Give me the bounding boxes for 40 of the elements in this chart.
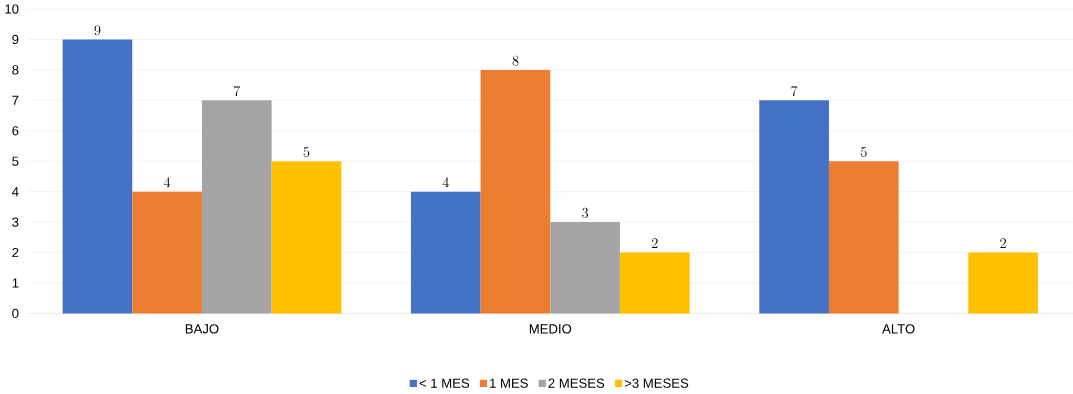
y-tick-label: 10 <box>5 4 19 14</box>
legend-label: 1 MES <box>490 378 528 388</box>
y-tick-label: 3 <box>12 217 19 227</box>
legend-label: >3 MESES <box>624 378 689 388</box>
y-tick-label: 1 <box>12 278 19 288</box>
bar <box>550 222 620 314</box>
x-tick-label: MEDIO <box>529 324 572 334</box>
y-tick-label: 4 <box>12 187 19 197</box>
y-tick-label: 8 <box>12 65 19 75</box>
bar <box>410 191 481 314</box>
data-label: 3 <box>582 207 589 218</box>
data-label: 7 <box>234 86 241 97</box>
y-tick-label: 2 <box>12 248 19 258</box>
data-label: 9 <box>94 25 101 36</box>
bar <box>480 70 551 314</box>
y-tick-label: 5 <box>12 156 19 166</box>
x-tick-label: BAJO <box>185 324 219 334</box>
y-tick-label: 0 <box>12 308 19 319</box>
data-label: 4 <box>442 177 449 188</box>
bar <box>62 39 133 314</box>
bar <box>271 161 342 314</box>
x-tick-label: ALTO <box>882 324 915 334</box>
legend-label: 2 MESES <box>548 378 605 388</box>
y-tick-label: 9 <box>12 34 19 45</box>
bar <box>201 100 272 314</box>
data-label: 5 <box>303 147 310 158</box>
bar <box>619 252 690 314</box>
y-tick-label: 6 <box>12 126 19 136</box>
bar <box>759 100 829 314</box>
y-tick-label: 7 <box>12 95 19 106</box>
bar <box>132 191 202 314</box>
data-label: 8 <box>512 55 519 66</box>
data-label: 7 <box>791 86 798 97</box>
bar <box>828 161 899 314</box>
bar <box>968 252 1038 314</box>
data-label: 2 <box>651 238 658 249</box>
data-label: 4 <box>163 177 171 188</box>
legend-label: < 1 MES <box>419 378 470 388</box>
data-label: 5 <box>860 147 867 158</box>
data-label: 2 <box>1000 238 1006 249</box>
